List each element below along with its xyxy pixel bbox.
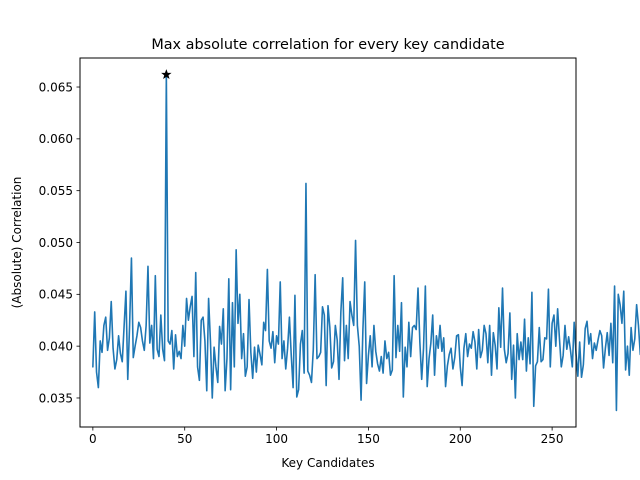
x-tick-label: 0 bbox=[89, 432, 97, 446]
x-axis: 0 50 100 150 200 250 bbox=[89, 427, 564, 446]
y-tick-label: 0.040 bbox=[39, 339, 73, 353]
axes-frame bbox=[79, 57, 577, 428]
y-tick-label: 0.045 bbox=[39, 288, 73, 302]
y-tick-label: 0.055 bbox=[39, 184, 73, 198]
y-axis: 0.035 0.040 0.045 0.050 0.055 0.060 0.065 bbox=[39, 80, 80, 405]
series-line bbox=[92, 73, 640, 412]
x-tick-label: 100 bbox=[265, 432, 288, 446]
y-axis-label: (Absolute) Correlation bbox=[10, 177, 24, 309]
y-tick-label: 0.060 bbox=[39, 132, 73, 146]
plot-area bbox=[92, 73, 640, 412]
max-star-marker bbox=[161, 69, 172, 80]
chart-title: Max absolute correlation for every key c… bbox=[151, 37, 504, 53]
max-marker-group bbox=[161, 69, 172, 80]
y-tick-label: 0.050 bbox=[39, 236, 73, 250]
x-axis-label: Key Candidates bbox=[281, 456, 374, 470]
x-tick-label: 150 bbox=[357, 432, 380, 446]
y-tick-label: 0.065 bbox=[39, 80, 73, 94]
y-tick-label: 0.035 bbox=[39, 391, 73, 405]
x-tick-label: 200 bbox=[449, 432, 472, 446]
x-tick-label: 50 bbox=[177, 432, 192, 446]
x-tick-label: 250 bbox=[541, 432, 564, 446]
